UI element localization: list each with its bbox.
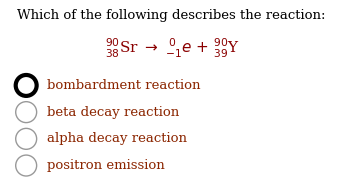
Text: beta decay reaction: beta decay reaction xyxy=(47,106,179,119)
Text: $^{90}_{38}$Sr $\rightarrow$ $^{\;0}_{-1}e$ $+$ $^{90}_{39}$Y: $^{90}_{38}$Sr $\rightarrow$ $^{\;0}_{-1… xyxy=(105,36,239,60)
Text: Which of the following describes the reaction:: Which of the following describes the rea… xyxy=(17,9,326,22)
Text: bombardment reaction: bombardment reaction xyxy=(47,79,201,92)
Text: alpha decay reaction: alpha decay reaction xyxy=(47,132,187,145)
Text: positron emission: positron emission xyxy=(47,159,165,172)
